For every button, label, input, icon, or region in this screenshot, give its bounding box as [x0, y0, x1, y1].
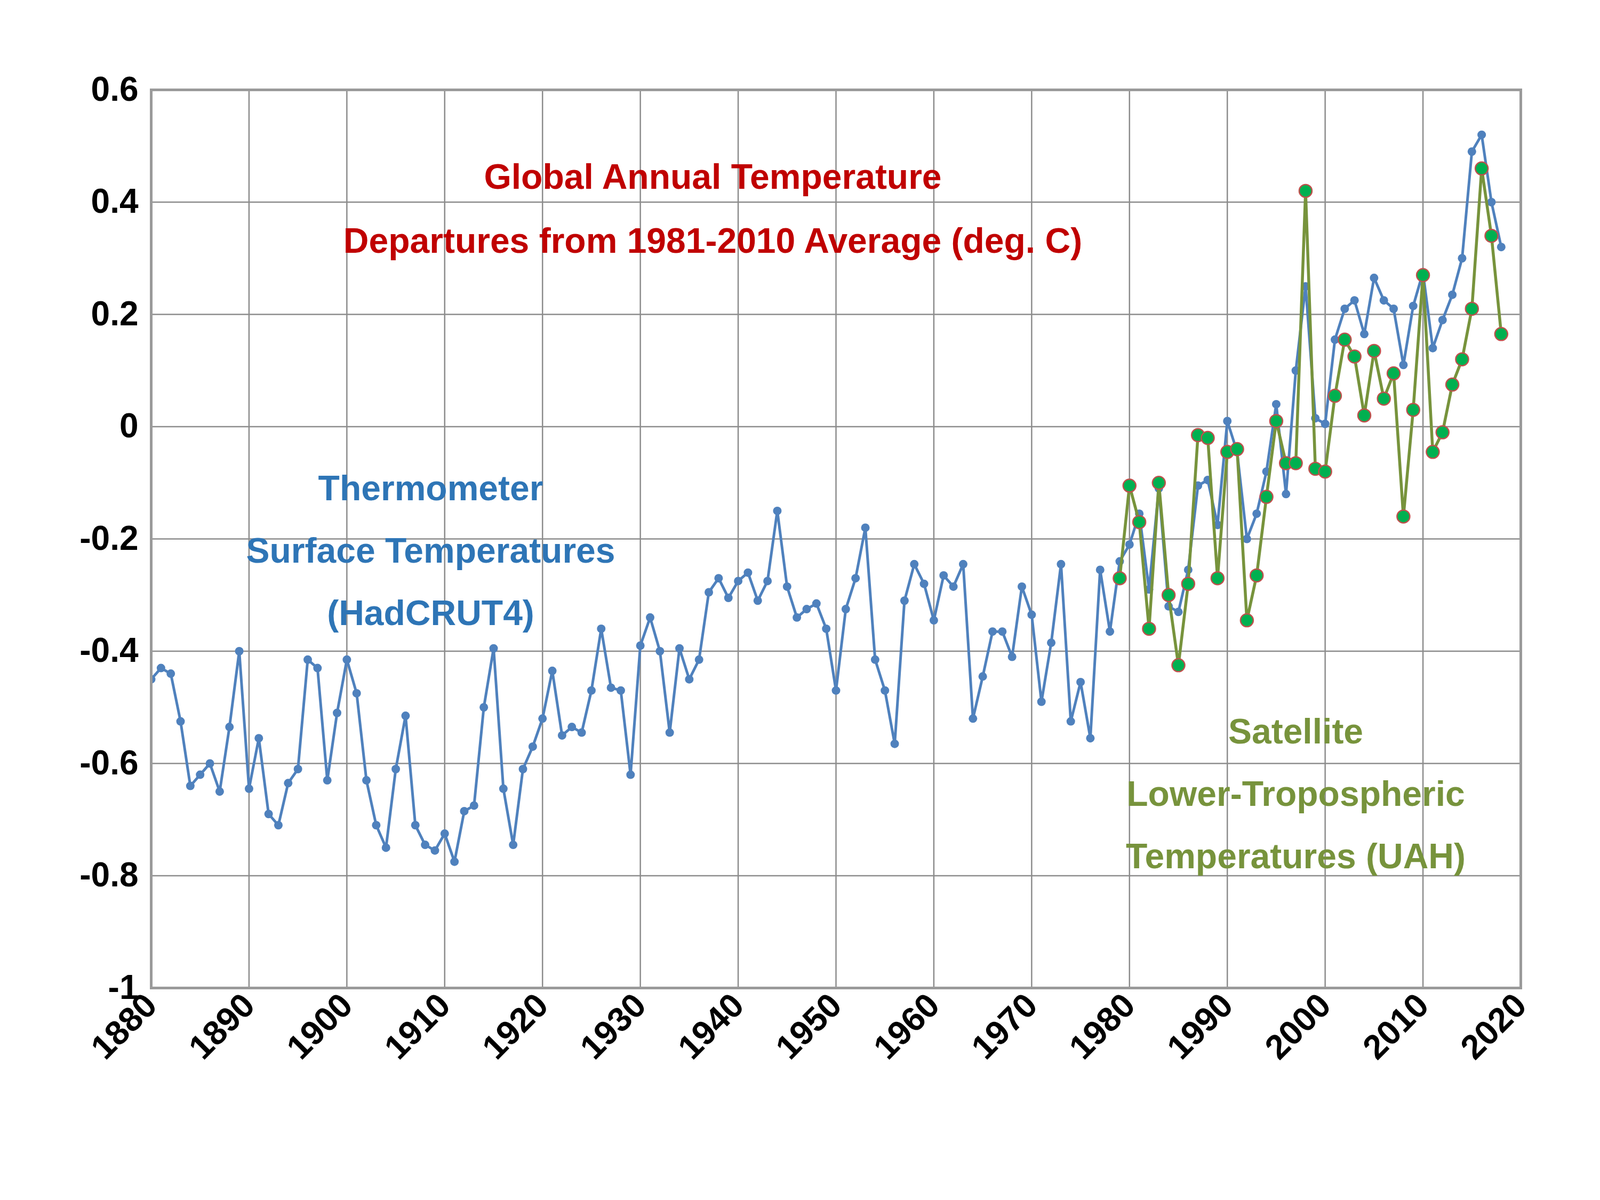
- svg-text:-0.6: -0.6: [79, 743, 139, 782]
- svg-text:1990: 1990: [1159, 985, 1241, 1067]
- svg-text:1910: 1910: [377, 985, 459, 1067]
- svg-text:1940: 1940: [670, 985, 752, 1067]
- svg-text:1970: 1970: [963, 985, 1045, 1067]
- svg-text:1950: 1950: [768, 985, 850, 1067]
- svg-text:-0.2: -0.2: [79, 518, 139, 558]
- svg-text:SatelliteLower-TroposphericTem: SatelliteLower-TroposphericTemperatures …: [1125, 711, 1466, 876]
- svg-text:1960: 1960: [866, 985, 948, 1067]
- svg-text:1880: 1880: [83, 985, 165, 1067]
- svg-text:-1: -1: [108, 968, 139, 1007]
- svg-text:Global Annual TemperatureDepar: Global Annual TemperatureDepartures from…: [343, 156, 1083, 261]
- svg-text:2010: 2010: [1355, 985, 1437, 1067]
- svg-text:0: 0: [119, 406, 139, 445]
- svg-text:2000: 2000: [1257, 985, 1339, 1067]
- svg-text:-0.4: -0.4: [79, 630, 139, 670]
- svg-text:-0.8: -0.8: [79, 855, 139, 894]
- svg-text:1920: 1920: [474, 985, 556, 1067]
- svg-text:1900: 1900: [278, 985, 360, 1067]
- svg-text:1930: 1930: [572, 985, 654, 1067]
- svg-text:1980: 1980: [1061, 985, 1143, 1067]
- svg-text:ThermometerSurface Temperature: ThermometerSurface Temperatures(HadCRUT4…: [245, 468, 615, 633]
- svg-text:1890: 1890: [181, 985, 263, 1067]
- svg-text:2020: 2020: [1452, 985, 1534, 1067]
- svg-text:0.6: 0.6: [91, 69, 139, 109]
- svg-text:0.2: 0.2: [91, 294, 139, 333]
- svg-text:0.4: 0.4: [91, 181, 139, 221]
